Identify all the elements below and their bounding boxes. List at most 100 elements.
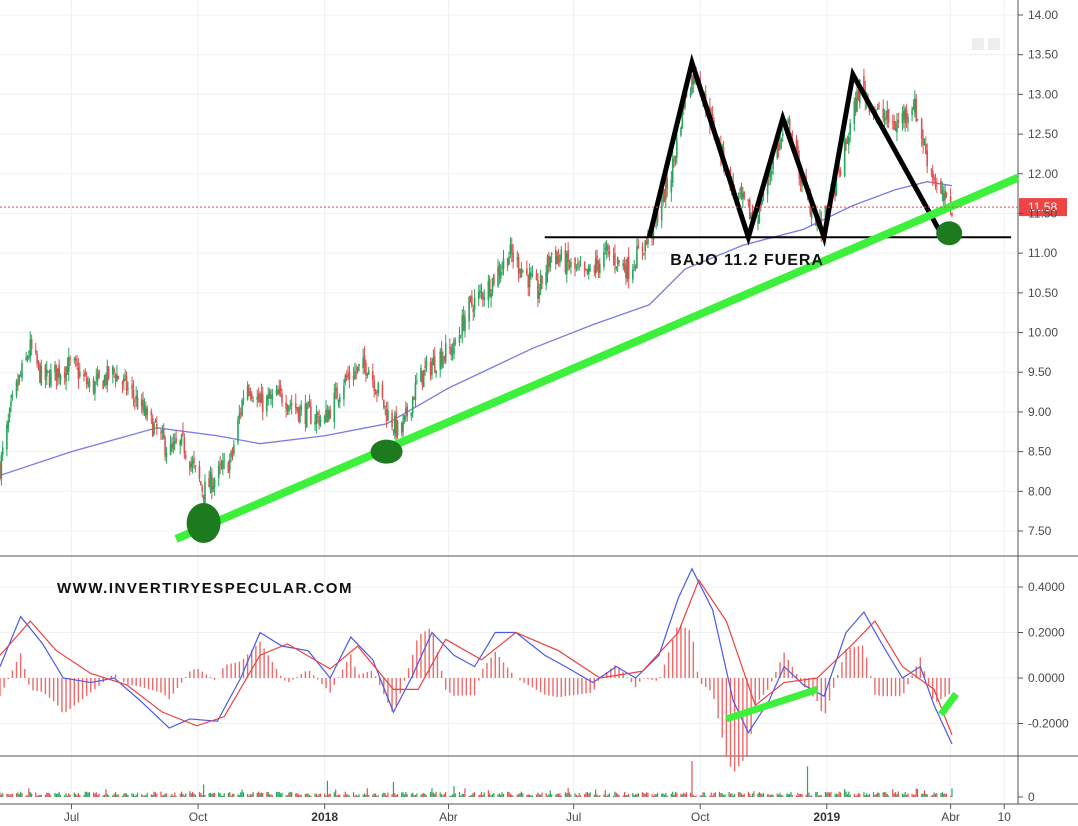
- volume-bar: [867, 795, 869, 797]
- candle-body: [63, 373, 66, 378]
- y-tick-label: 10.00: [1028, 326, 1058, 340]
- candle-body: [516, 257, 519, 260]
- candle-body: [233, 444, 235, 455]
- macd-histogram-bar: [601, 675, 604, 678]
- volume-bar: [501, 792, 503, 797]
- volume-bar: [685, 792, 688, 797]
- candle-body: [29, 339, 32, 357]
- candle-body: [383, 399, 385, 408]
- candle-body: [747, 199, 750, 202]
- volume-bar: [589, 792, 591, 797]
- candle-body: [173, 441, 176, 444]
- candle-body: [54, 364, 56, 373]
- candle-body: [217, 465, 220, 479]
- candle-body: [795, 138, 798, 150]
- pane-control-icon[interactable]: [972, 38, 984, 50]
- volume-bar: [443, 793, 445, 797]
- candle-body: [45, 369, 48, 377]
- candle-body: [77, 367, 80, 380]
- volume-bar: [915, 788, 917, 797]
- volume-bar: [198, 792, 201, 797]
- macd-histogram-bar: [581, 678, 583, 695]
- divergence-lines: [725, 686, 959, 723]
- candle-body: [318, 416, 320, 426]
- candle-body: [413, 397, 415, 400]
- candle-body: [951, 213, 953, 216]
- macd-histogram-bar: [114, 674, 117, 678]
- macd-histogram-bar: [32, 678, 34, 691]
- volume-bar: [87, 792, 89, 797]
- macd-histogram-bar: [738, 678, 740, 767]
- candle-body: [512, 252, 514, 262]
- candle-body: [286, 409, 289, 412]
- volume-bar: [94, 793, 96, 797]
- candle-body: [98, 370, 100, 378]
- macd-histogram-bar: [886, 678, 889, 697]
- trend-touch-point: [186, 503, 221, 544]
- volume-bar: [718, 791, 721, 797]
- candle-body: [838, 169, 840, 171]
- candle-body: [797, 145, 799, 157]
- volume-bar: [229, 791, 231, 797]
- volume-bar: [531, 795, 533, 797]
- volume-bar: [489, 793, 491, 797]
- candle-body: [18, 375, 21, 383]
- candle-body: [127, 387, 129, 390]
- candle-body: [626, 258, 629, 279]
- volume-bar: [458, 792, 461, 797]
- volume-bar: [141, 794, 143, 797]
- candle-body: [201, 486, 204, 492]
- volume-bar: [835, 793, 838, 797]
- candle-body: [154, 420, 157, 422]
- macd-histogram-bar: [659, 676, 662, 678]
- candle-body: [40, 365, 43, 385]
- volume-bar: [480, 792, 483, 797]
- candle-body: [175, 438, 177, 443]
- volume-bar: [743, 793, 745, 797]
- volume-bar: [55, 793, 58, 797]
- y-tick-label: 9.50: [1028, 365, 1052, 379]
- volume-bar: [644, 793, 646, 797]
- macd-histogram-bar: [647, 678, 649, 680]
- candle-body: [905, 110, 908, 120]
- volume-bar: [15, 793, 18, 797]
- candle-body: [230, 451, 232, 457]
- volume-bar: [249, 794, 251, 797]
- macd-histogram-bar: [469, 678, 472, 696]
- volume-bar: [299, 795, 301, 797]
- volume-bar: [511, 794, 513, 797]
- candle-body: [598, 263, 601, 273]
- candle-body: [403, 415, 406, 421]
- candle-body: [200, 481, 202, 486]
- macd-histogram-bar: [424, 631, 426, 678]
- volume-bar: [445, 792, 447, 797]
- pane-control-icon[interactable]: [988, 38, 1000, 50]
- volume-bar: [882, 792, 884, 797]
- volume-bar: [179, 793, 181, 797]
- volume-bar: [182, 793, 184, 797]
- candle-body: [853, 100, 856, 125]
- candle-body: [208, 478, 210, 488]
- candle-body: [344, 375, 347, 383]
- candle-body: [362, 357, 364, 368]
- volume-bar: [559, 793, 561, 797]
- volume-bar: [384, 793, 386, 797]
- candle-body: [374, 392, 377, 395]
- candle-body: [424, 366, 426, 368]
- volume-bar: [69, 794, 71, 797]
- candle-body: [242, 398, 245, 400]
- volume-bar: [204, 795, 206, 797]
- volume-bar: [194, 794, 196, 797]
- candle-body: [564, 250, 567, 272]
- volume-bar: [672, 791, 674, 797]
- volume-bar: [538, 794, 540, 797]
- volume-bar: [866, 793, 868, 797]
- macd-histogram-bar: [506, 667, 509, 678]
- volume-bar: [817, 795, 820, 797]
- candle-body: [449, 346, 451, 349]
- candle-body: [165, 452, 168, 458]
- volume-bar: [714, 792, 716, 797]
- volume-bar: [108, 795, 110, 797]
- volume-bar: [48, 793, 51, 797]
- volume-bar: [291, 791, 293, 797]
